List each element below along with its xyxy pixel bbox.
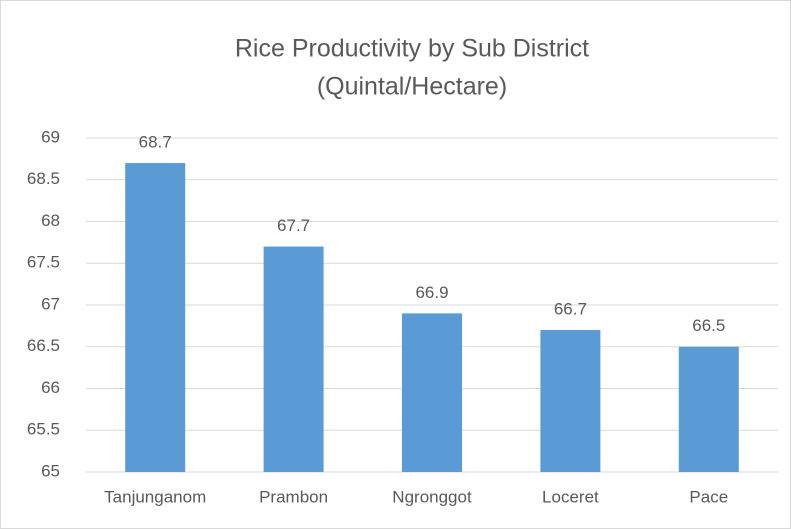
y-tick-label: 67 [41, 294, 60, 313]
bar [125, 163, 186, 473]
y-tick-label: 68 [41, 211, 60, 230]
data-label: 66.7 [554, 300, 587, 319]
data-label: 66.9 [415, 283, 448, 302]
y-tick-label: 65.5 [27, 420, 60, 439]
y-tick-label: 68.5 [27, 169, 60, 188]
y-tick-label: 69 [41, 127, 60, 146]
y-tick-label: 66 [41, 378, 60, 397]
bar [678, 346, 739, 472]
bar [402, 313, 462, 472]
bar [263, 246, 324, 472]
y-tick-label: 67.5 [27, 253, 60, 272]
x-tick-label: Pace [689, 487, 728, 506]
x-tick-label: Loceret [542, 487, 599, 506]
x-tick-label: Tanjunganom [104, 487, 206, 506]
data-label: 66.5 [692, 316, 725, 335]
data-label: 67.7 [277, 216, 310, 235]
data-label: 68.7 [139, 133, 172, 152]
y-tick-label: 65 [41, 461, 60, 480]
x-tick-label: Prambon [259, 487, 328, 506]
x-tick-label: Ngronggot [392, 487, 472, 506]
bar [540, 330, 601, 472]
chart-subtitle: (Quintal/Hectare) [317, 73, 507, 101]
y-tick-label: 66.5 [27, 336, 60, 355]
chart-title: Rice Productivity by Sub District [235, 35, 589, 63]
